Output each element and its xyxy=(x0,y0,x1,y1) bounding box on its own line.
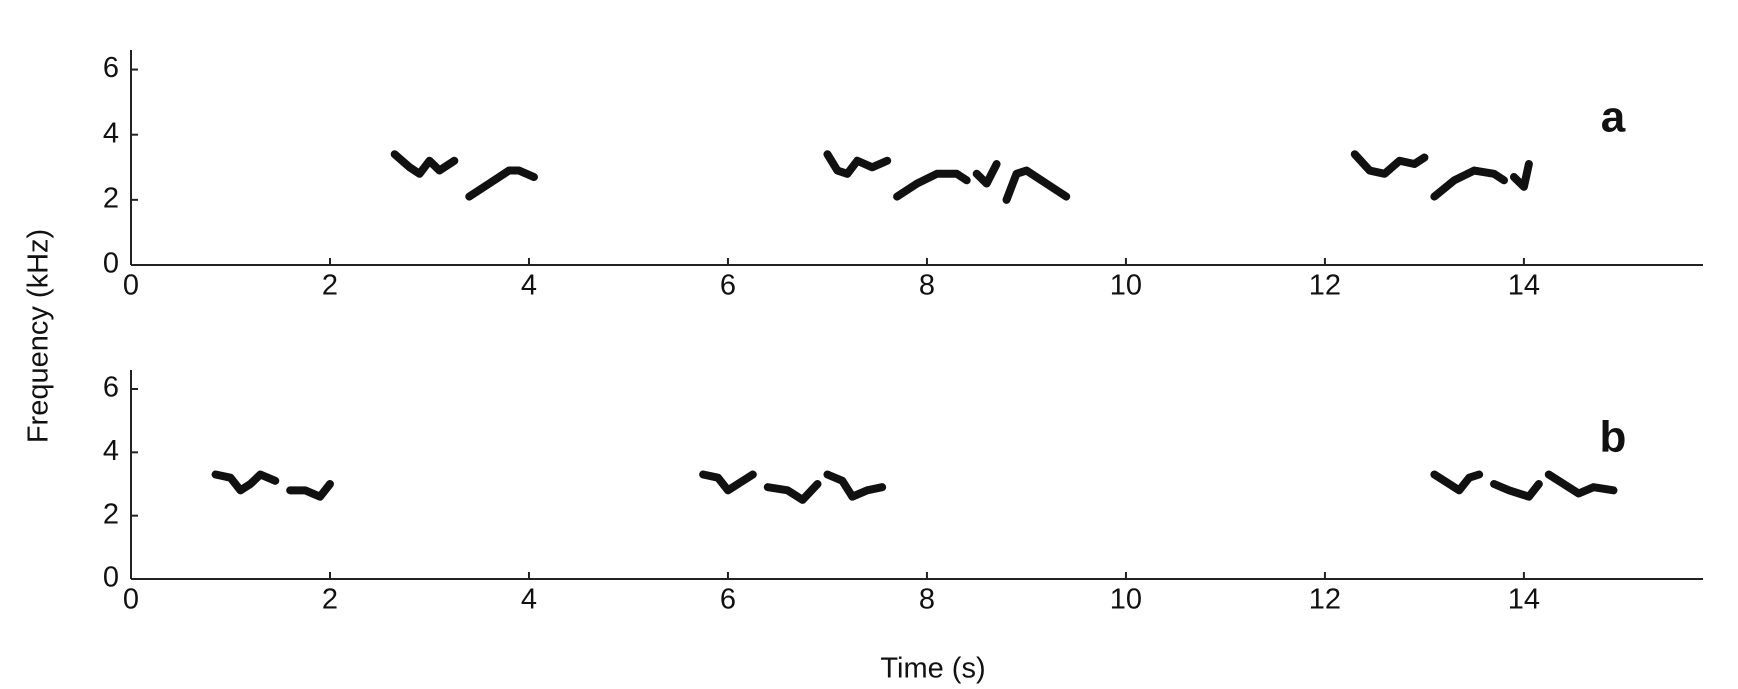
syllable-contour xyxy=(972,160,1001,188)
syllable-contour xyxy=(1350,150,1429,178)
x-tick-label: 4 xyxy=(521,270,537,302)
syllable-contour xyxy=(763,480,822,504)
syllable-contour xyxy=(211,470,280,495)
syllable-contour xyxy=(1490,480,1543,501)
x-tick-label: 4 xyxy=(521,584,537,616)
syllable-contour xyxy=(1509,160,1533,191)
y-tick-label: 4 xyxy=(103,435,119,467)
x-tick-label: 6 xyxy=(720,270,736,302)
y-tick-label: 2 xyxy=(103,498,119,530)
syllable-contour xyxy=(1002,166,1071,204)
x-tick-label: 2 xyxy=(322,584,338,616)
syllable-contour xyxy=(699,470,757,495)
y-tick-label: 6 xyxy=(103,372,119,404)
x-tick-label: 0 xyxy=(123,270,139,302)
panel-label: b xyxy=(1600,413,1627,462)
y-tick-label: 4 xyxy=(103,117,119,149)
syllable-contour xyxy=(1430,166,1509,201)
syllable-contour xyxy=(1430,470,1484,495)
x-tick-label: 14 xyxy=(1508,270,1540,302)
y-tick-label: 0 xyxy=(103,248,119,280)
y-tick-label: 0 xyxy=(103,562,119,594)
syllable-contour xyxy=(823,470,887,501)
syllable-contour xyxy=(1544,470,1618,498)
x-tick-label: 12 xyxy=(1309,270,1341,302)
y-tick-label: 2 xyxy=(103,183,119,215)
y-axis-label: Frequency (kHz) xyxy=(23,229,55,443)
x-tick-label: 10 xyxy=(1110,270,1142,302)
syllable-contour xyxy=(893,169,971,201)
x-tick-label: 8 xyxy=(919,584,935,616)
syllable-contour xyxy=(465,166,538,201)
panel-label: a xyxy=(1601,93,1626,142)
x-tick-label: 0 xyxy=(123,584,139,616)
x-tick-label: 8 xyxy=(919,270,935,302)
syllable-contour xyxy=(286,480,334,501)
syllable-contour xyxy=(823,150,892,178)
x-tick-label: 10 xyxy=(1110,584,1142,616)
x-tick-label: 14 xyxy=(1508,584,1540,616)
x-axis-label: Time (s) xyxy=(880,653,985,685)
syllable-contour xyxy=(390,150,459,178)
x-tick-label: 2 xyxy=(322,270,338,302)
x-tick-label: 6 xyxy=(720,584,736,616)
x-tick-label: 12 xyxy=(1309,584,1341,616)
y-tick-label: 6 xyxy=(103,52,119,84)
